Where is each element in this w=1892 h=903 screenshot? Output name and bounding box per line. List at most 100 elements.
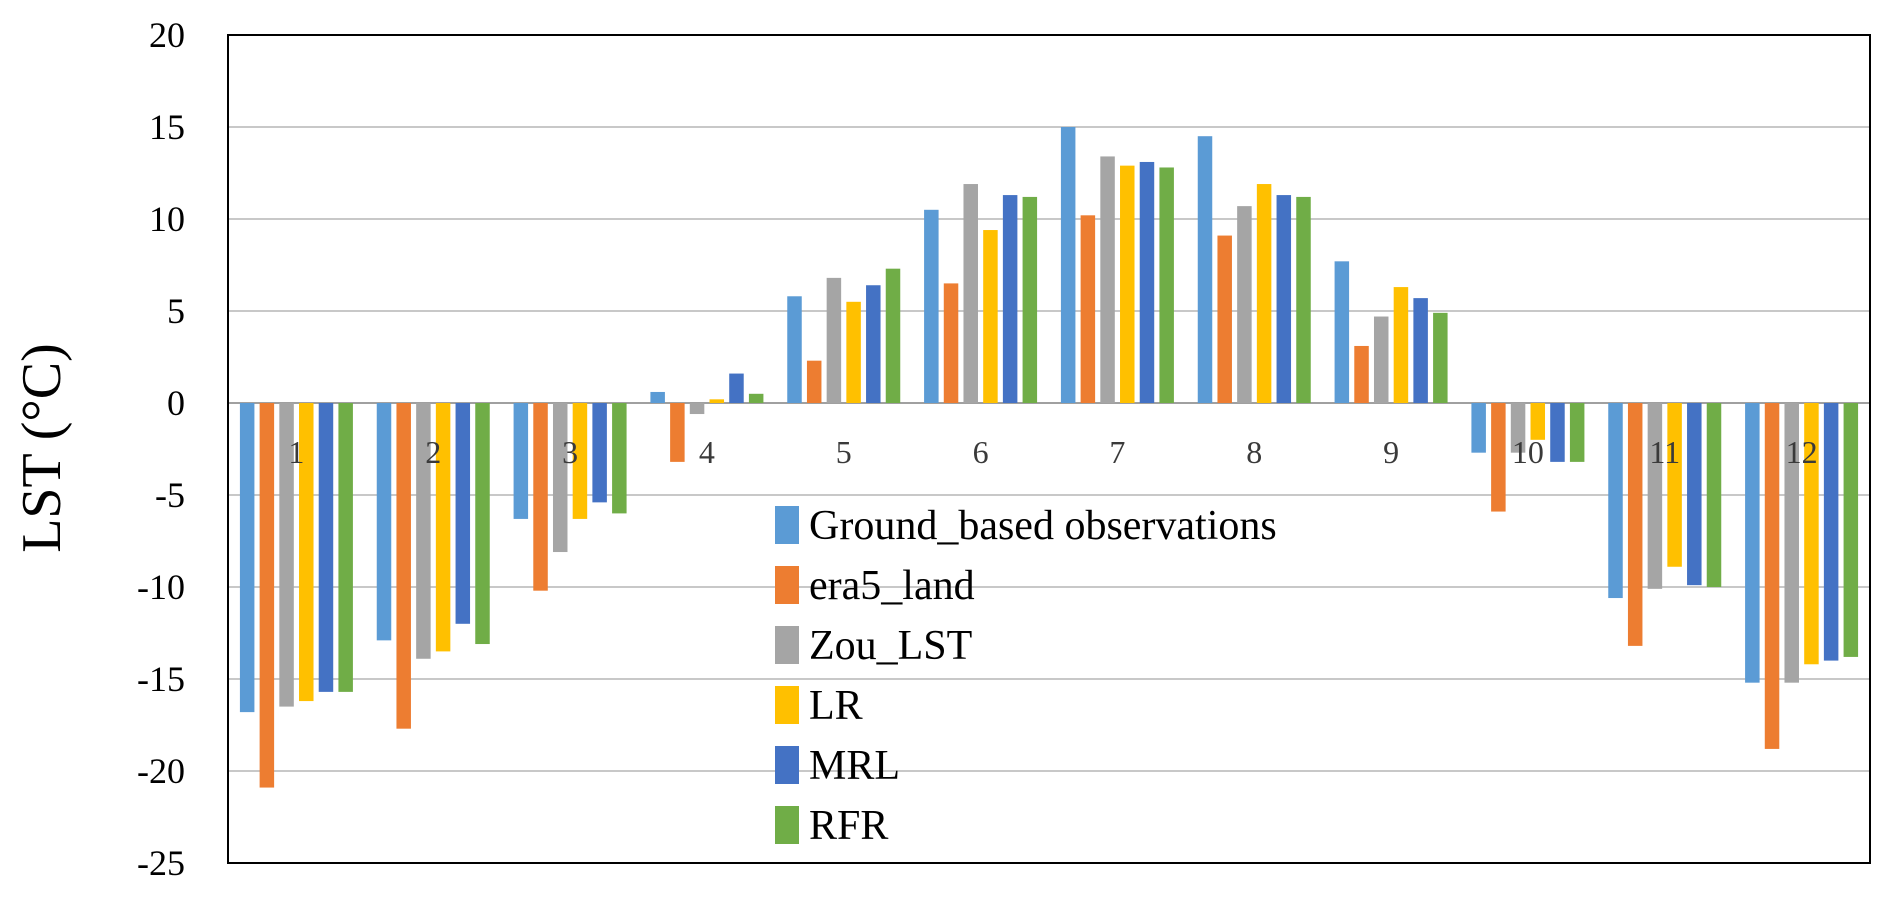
bar — [1276, 195, 1292, 403]
legend-label: era5_land — [809, 563, 975, 609]
bar — [670, 403, 685, 462]
category-label: 5 — [836, 434, 852, 470]
bar — [963, 184, 978, 403]
bar — [1159, 167, 1174, 403]
category-label: 10 — [1512, 434, 1544, 470]
bar — [748, 393, 764, 403]
bar — [475, 403, 490, 645]
bar — [455, 403, 471, 624]
y-tick-label: 5 — [167, 291, 185, 331]
bar — [689, 403, 705, 415]
y-tick-label: -10 — [137, 567, 185, 607]
category-label: 7 — [1109, 434, 1125, 470]
bar — [592, 403, 607, 503]
bar — [1823, 403, 1839, 661]
legend-swatch — [775, 566, 799, 604]
y-tick-label: -25 — [137, 843, 185, 883]
category-label: 1 — [288, 434, 304, 470]
bar — [1843, 403, 1859, 657]
bar — [806, 360, 822, 403]
bar — [924, 209, 939, 403]
category-label: 4 — [699, 434, 715, 470]
bar — [552, 403, 568, 553]
category-label: 9 — [1383, 434, 1399, 470]
bar — [376, 403, 392, 641]
bar — [1100, 156, 1115, 403]
legend: Ground_based observations era5_land Zou_LS… — [775, 503, 1277, 849]
legend-swatch — [775, 686, 799, 724]
bar — [1354, 345, 1369, 403]
bar — [1080, 215, 1096, 403]
y-tick-label: -20 — [137, 751, 185, 791]
bar — [983, 230, 998, 403]
category-label: 2 — [425, 434, 441, 470]
bar — [299, 403, 314, 702]
bar — [1608, 403, 1623, 599]
bar — [943, 283, 959, 403]
bar — [1471, 403, 1486, 453]
legend-swatch — [775, 506, 799, 544]
y-tick-label: -15 — [137, 659, 185, 699]
legend-item: LR — [775, 683, 863, 729]
category-label: 3 — [562, 434, 578, 470]
bar — [650, 391, 665, 403]
bar — [1569, 403, 1585, 462]
legend-label: RFR — [809, 803, 888, 849]
bar — [1256, 184, 1272, 403]
bar — [513, 403, 529, 519]
bar — [239, 403, 255, 713]
bar — [1627, 403, 1643, 646]
bar — [1667, 403, 1682, 567]
category-label: 11 — [1649, 434, 1680, 470]
y-tick-label: 10 — [149, 199, 185, 239]
y-tick-label: 0 — [167, 383, 185, 423]
category-label: 6 — [973, 434, 989, 470]
bar — [1687, 403, 1702, 586]
legend-label: Ground_based observations — [809, 503, 1277, 549]
bar — [396, 403, 411, 729]
bar — [846, 301, 861, 403]
gridlines — [228, 126, 1870, 772]
legend-swatch — [775, 626, 799, 664]
legend-label: MRL — [809, 743, 900, 789]
bar — [729, 373, 744, 403]
y-tick-labels: 20 15 10 5 0 -5 -10 -15 -20 -25 — [137, 15, 185, 883]
category-label: 12 — [1786, 434, 1818, 470]
bar — [1002, 195, 1018, 403]
bar — [885, 268, 901, 403]
legend-label: Zou_LST — [809, 623, 972, 669]
bar — [1784, 403, 1799, 683]
bar — [709, 399, 725, 403]
bar — [612, 403, 627, 514]
bar — [1120, 165, 1135, 403]
bar — [1413, 298, 1428, 403]
bar — [1530, 403, 1546, 440]
bar — [1393, 287, 1409, 403]
bar — [1334, 261, 1350, 403]
bar — [1647, 403, 1663, 589]
bars — [239, 127, 1859, 788]
legend-label: LR — [809, 683, 863, 729]
bar — [866, 285, 881, 403]
legend-item: Ground_based observations — [775, 503, 1277, 549]
bar — [1550, 403, 1565, 462]
bar — [1745, 403, 1760, 683]
y-tick-label: -5 — [155, 475, 185, 515]
bar — [1804, 403, 1819, 665]
bar — [1296, 196, 1311, 403]
bar — [1197, 136, 1213, 403]
bar — [572, 403, 588, 519]
legend-swatch — [775, 806, 799, 844]
y-tick-label: 20 — [149, 15, 185, 55]
bar — [279, 403, 294, 707]
category-labels: 1 2 3 4 5 6 7 8 9 10 11 12 — [288, 434, 1817, 470]
bar — [1491, 403, 1506, 512]
bar — [1706, 403, 1722, 587]
bar — [1139, 161, 1155, 403]
bar — [1237, 206, 1252, 403]
legend-swatch — [775, 746, 799, 784]
bar — [318, 403, 334, 692]
category-label: 8 — [1246, 434, 1262, 470]
bar — [259, 403, 275, 788]
